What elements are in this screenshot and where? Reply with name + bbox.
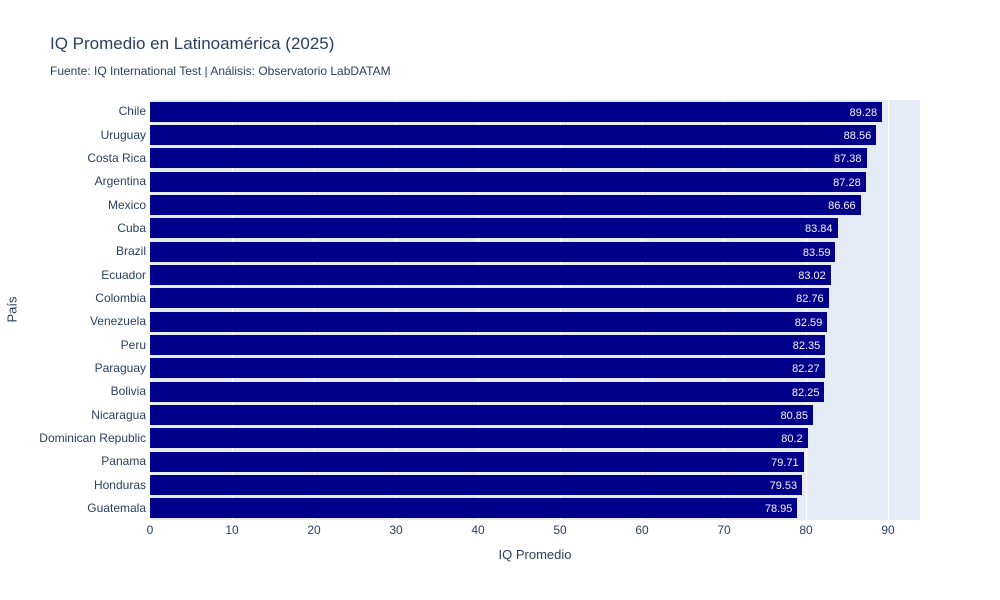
bar-costa-rica: 87.38	[150, 148, 867, 169]
bar-cuba: 83.84	[150, 218, 838, 239]
bar-value-label: 86.66	[828, 200, 856, 212]
y-tick-label: Mexico	[107, 197, 146, 212]
bar-panama: 79.71	[150, 451, 804, 472]
bar-value-label: 88.56	[843, 130, 872, 142]
y-tick-label: Honduras	[93, 477, 146, 492]
x-tick-label: 90	[881, 523, 895, 537]
y-tick-label: Cuba	[117, 220, 146, 235]
y-tick-label: Costa Rica	[87, 150, 146, 165]
x-tick-label: 70	[717, 523, 731, 537]
x-tick-label: 60	[635, 523, 649, 537]
bar-value-label: 82.59	[794, 316, 823, 329]
x-gridline	[888, 100, 890, 520]
bar-uruguay: 88.56	[150, 125, 877, 145]
x-gridline	[232, 100, 233, 520]
chart-title: IQ Promedio en Latinoamérica (2025)	[50, 34, 335, 53]
y-tick-label: Argentina	[94, 174, 146, 189]
bar-paraguay: 82.27	[150, 358, 825, 379]
bar-value-label: 82.35	[792, 340, 821, 352]
bar-colombia: 82.76	[150, 288, 829, 309]
x-tick-label: 10	[225, 523, 239, 537]
x-gridline	[724, 100, 725, 520]
x-gridline	[642, 100, 643, 520]
bar-value-label: 78.95	[764, 503, 793, 516]
bar-ecuador: 83.02	[150, 265, 831, 285]
y-tick-label: Nicaragua	[91, 407, 146, 422]
bar-value-label: 83.02	[798, 270, 826, 282]
bar-bolivia: 82.25	[150, 381, 825, 402]
bar-venezuela: 82.59	[150, 311, 828, 332]
y-tick-label: Colombia	[95, 290, 146, 305]
bar-dominican-republic: 80.2	[150, 428, 808, 449]
bar-honduras: 79.53	[150, 475, 803, 495]
x-tick-label: 50	[553, 523, 567, 537]
y-axis-title: País	[4, 296, 20, 323]
y-tick-label: Chile	[118, 104, 146, 119]
x-tick-label: 30	[389, 523, 403, 537]
bar-peru: 82.35	[150, 335, 826, 355]
bar-value-label: 82.25	[791, 386, 820, 399]
x-gridline	[478, 100, 479, 520]
y-tick-label: Uruguay	[100, 127, 146, 142]
x-gridline	[396, 100, 397, 520]
x-tick-label: 80	[799, 523, 813, 537]
x-gridline	[560, 100, 561, 520]
x-tick-label: 40	[471, 523, 485, 537]
bar-value-label: 89.28	[849, 106, 878, 119]
bar-value-label: 82.76	[796, 293, 824, 306]
y-tick-label: Peru	[120, 337, 146, 352]
bar-value-label: 80.85	[780, 410, 808, 422]
y-tick-label: Bolivia	[110, 384, 146, 399]
bar-chile: 89.28	[150, 101, 883, 122]
bar-value-label: 87.38	[834, 153, 862, 166]
y-tick-label: Ecuador	[101, 267, 146, 282]
chart-subtitle: Fuente: IQ International Test | Análisis…	[50, 64, 391, 78]
bar-value-label: 79.53	[769, 480, 798, 492]
bar-value-label: 79.71	[771, 456, 799, 469]
bar-nicaragua: 80.85	[150, 405, 813, 425]
x-gridline	[150, 100, 151, 520]
x-tick-label: 20	[307, 523, 321, 537]
bar-value-label: 87.28	[833, 176, 861, 189]
x-axis-title: IQ Promedio	[498, 547, 572, 562]
bar-mexico: 86.66	[150, 195, 861, 215]
plot-area: 89.28 88.56 87.38 87.28 86.66 83.84 83.59 83.02…	[150, 100, 920, 520]
y-tick-label: Brazil	[115, 244, 146, 259]
y-tick-label: Guatemala	[87, 500, 146, 515]
bar-value-label: 82.27	[792, 363, 820, 376]
bar-guatemala: 78.95	[150, 498, 798, 519]
y-tick-label: Panama	[101, 454, 146, 469]
bar-value-label: 83.84	[804, 223, 833, 236]
y-tick-label: Paraguay	[94, 360, 146, 375]
bar-value-label: 80.2	[781, 433, 803, 446]
x-tick-label: 0	[146, 523, 154, 537]
bar-brazil: 83.59	[150, 241, 836, 262]
x-gridline	[314, 100, 315, 520]
y-tick-label: Venezuela	[89, 314, 146, 329]
y-tick-label: Dominican Republic	[39, 430, 146, 445]
bar-value-label: 83.59	[802, 246, 831, 259]
bar-argentina: 87.28	[150, 171, 866, 192]
x-gridline	[806, 100, 808, 520]
